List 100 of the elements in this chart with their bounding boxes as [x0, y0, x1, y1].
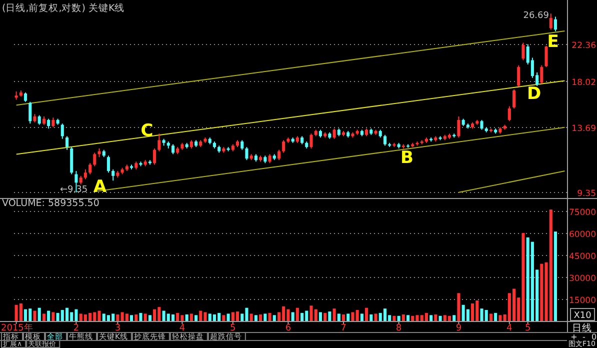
candlestick	[112, 168, 115, 182]
bar	[65, 308, 69, 321]
y-tick-label: 30000	[568, 274, 596, 284]
candlestick	[512, 88, 516, 109]
bar	[374, 314, 378, 321]
candlestick	[84, 168, 87, 180]
x-tick-label: 2015年	[1, 322, 33, 334]
candlestick	[88, 162, 92, 175]
bar	[411, 316, 414, 321]
bar	[42, 314, 46, 321]
candlestick	[277, 149, 280, 161]
bar	[471, 303, 474, 321]
x-tick-label: 4	[506, 324, 513, 334]
y-tick-label: 18.02	[572, 78, 596, 88]
bar	[452, 315, 456, 321]
bar	[406, 315, 410, 321]
bar	[52, 312, 55, 321]
candlestick	[282, 140, 286, 154]
text: +	[570, 332, 578, 342]
bar	[324, 312, 327, 321]
bar	[360, 314, 364, 321]
annotation: 26.69	[523, 11, 550, 21]
x-tick-label: 5	[524, 324, 531, 334]
bar	[424, 312, 428, 321]
x-tick-label: 6	[285, 324, 292, 334]
bar	[190, 314, 193, 321]
candlestick	[508, 106, 511, 122]
bar	[489, 314, 492, 321]
candlestick	[554, 16, 557, 32]
bar	[254, 315, 258, 321]
candlestick	[522, 42, 525, 61]
bar	[554, 232, 557, 321]
bar	[346, 314, 350, 321]
y-tick-label: 75000	[568, 208, 596, 218]
candlestick	[60, 123, 64, 140]
bar	[268, 312, 272, 321]
bar	[116, 314, 120, 321]
bar	[365, 308, 368, 321]
bar	[356, 310, 359, 321]
annotation: B	[400, 148, 414, 168]
bar	[33, 310, 36, 321]
bar	[250, 314, 253, 321]
bar	[498, 315, 502, 321]
bar	[494, 312, 498, 321]
candlestick	[171, 144, 175, 155]
text: -	[582, 332, 586, 342]
bar	[397, 316, 400, 321]
bar	[291, 312, 294, 321]
candlestick	[38, 114, 41, 126]
x-tick-label: 3	[114, 324, 121, 334]
annotation: D	[526, 84, 542, 104]
bar	[153, 309, 156, 321]
bar	[47, 310, 50, 321]
x-tick-label: 8	[396, 324, 402, 334]
bar	[448, 316, 452, 321]
bar	[259, 314, 262, 321]
bar	[438, 316, 442, 321]
bar	[236, 311, 240, 321]
candlestick	[245, 146, 248, 161]
y-tick-label: 22.36	[572, 41, 596, 51]
bar	[134, 314, 138, 321]
bar	[171, 314, 175, 321]
candlestick	[480, 119, 484, 130]
x-tick-label: 2	[73, 324, 80, 334]
bar	[176, 312, 180, 321]
bar	[337, 314, 340, 321]
x-tick-label: 7	[340, 324, 346, 334]
bar	[332, 308, 336, 321]
candlestick	[517, 64, 520, 87]
candlestick	[24, 92, 28, 102]
y-tick-label: 15000	[568, 296, 596, 306]
candlestick	[240, 140, 244, 150]
bar	[318, 312, 322, 321]
bar	[24, 309, 28, 321]
bar	[300, 312, 304, 321]
text: 0	[591, 332, 597, 342]
y-tick-label: 45000	[568, 252, 596, 262]
x-tick-label: 9	[456, 324, 462, 334]
annotation: C	[140, 121, 154, 141]
bar	[392, 316, 396, 321]
y-axis-title: X10	[574, 311, 592, 321]
x-tick-label: 5	[230, 324, 236, 334]
bar	[226, 314, 230, 321]
bar	[296, 308, 299, 321]
y-tick-label: 9.35	[577, 189, 596, 199]
candlestick	[332, 128, 336, 140]
candlestick	[106, 155, 110, 174]
bar	[185, 314, 188, 321]
bar	[430, 315, 433, 321]
candlestick	[540, 64, 544, 84]
bar	[402, 314, 405, 321]
candlestick	[544, 45, 548, 68]
bar	[457, 293, 460, 321]
bar	[139, 312, 142, 321]
candlestick	[310, 133, 313, 149]
bar	[466, 309, 470, 321]
chart-title: VOLUME: 589355.50	[2, 198, 100, 209]
bar	[342, 314, 346, 321]
text: 日线	[572, 322, 592, 334]
annotation: E	[547, 32, 559, 52]
